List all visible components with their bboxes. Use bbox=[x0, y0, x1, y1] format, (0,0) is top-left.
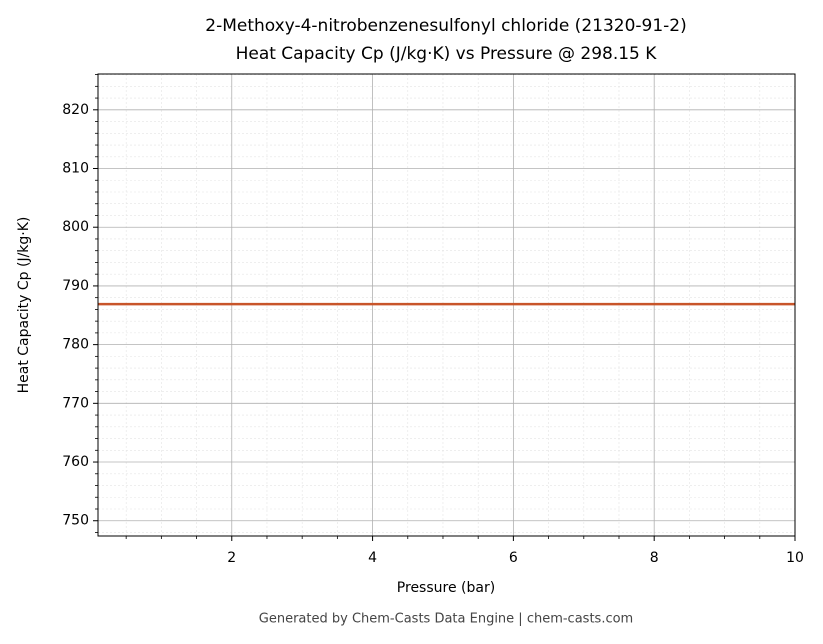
y-tick-label: 800 bbox=[62, 219, 89, 235]
y-tick-label: 790 bbox=[62, 278, 89, 294]
x-tick-label: 4 bbox=[368, 550, 377, 566]
y-axis-label: Heat Capacity Cp (J/kg·K) bbox=[16, 217, 32, 394]
y-tick-label: 810 bbox=[62, 161, 89, 177]
y-tick-label: 750 bbox=[62, 513, 89, 529]
chart-subtitle: Heat Capacity Cp (J/kg·K) vs Pressure @ … bbox=[236, 44, 658, 64]
y-tick-label: 770 bbox=[62, 395, 89, 411]
x-tick-label: 10 bbox=[786, 550, 804, 566]
x-tick-label: 2 bbox=[227, 550, 236, 566]
chart-title: 2-Methoxy-4-nitrobenzenesulfonyl chlorid… bbox=[205, 16, 687, 36]
plot-frame bbox=[97, 73, 796, 537]
y-tick-label: 780 bbox=[62, 337, 89, 353]
y-tick-label: 820 bbox=[62, 102, 89, 118]
y-tick-label: 760 bbox=[62, 454, 89, 470]
x-tick-label: 6 bbox=[509, 550, 518, 566]
x-tick-label: 8 bbox=[650, 550, 659, 566]
x-axis-label: Pressure (bar) bbox=[397, 580, 495, 596]
footer: Generated by Chem-Casts Data Engine | ch… bbox=[259, 612, 633, 627]
